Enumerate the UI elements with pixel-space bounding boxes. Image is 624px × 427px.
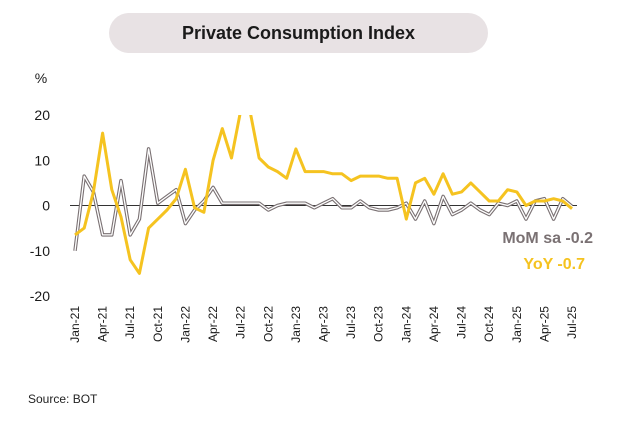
y-tick-label: 0 <box>42 198 50 214</box>
x-tick-label: Jul-24 <box>455 306 469 339</box>
x-tick-label: Apr-24 <box>427 306 441 342</box>
source-note: Source: BOT <box>28 392 98 406</box>
x-tick-label: Oct-21 <box>151 306 165 342</box>
series-label: YoY -0.7 <box>523 256 585 273</box>
x-tick-label: Apr-22 <box>206 306 220 342</box>
x-tick-label: Jan-21 <box>68 306 82 343</box>
x-tick-label: Oct-24 <box>482 306 496 342</box>
chart-title: Private Consumption Index <box>181 22 416 43</box>
y-axis-unit: % <box>35 70 47 86</box>
x-tick-label: Jul-23 <box>344 306 358 339</box>
x-tick-label: Jan-22 <box>178 306 192 343</box>
y-tick-label: 20 <box>34 107 50 123</box>
series-label: MoM sa -0.2 <box>502 230 593 247</box>
x-tick-label: Apr-23 <box>317 306 331 342</box>
series-line-mom-sa <box>74 148 573 251</box>
x-tick-label: Jul-25 <box>565 306 579 339</box>
y-tick-label: 10 <box>34 152 50 168</box>
x-tick-label: Jan-25 <box>510 306 524 343</box>
x-tick-label: Jul-22 <box>234 306 248 339</box>
x-tick-label: Jul-21 <box>123 306 137 339</box>
x-tick-label: Jan-23 <box>289 306 303 343</box>
series-line-yoy <box>74 115 573 275</box>
chart-title-pill: Private Consumption Index <box>109 13 488 53</box>
y-tick-label: -10 <box>30 243 50 259</box>
x-tick-label: Jan-24 <box>399 306 413 343</box>
x-tick-label: Apr-21 <box>96 306 110 342</box>
x-tick-label: Oct-22 <box>261 306 275 342</box>
x-tick-label: Oct-23 <box>372 306 386 342</box>
y-tick-label: -20 <box>30 288 50 304</box>
x-tick-label: Apr-25 <box>537 306 551 342</box>
